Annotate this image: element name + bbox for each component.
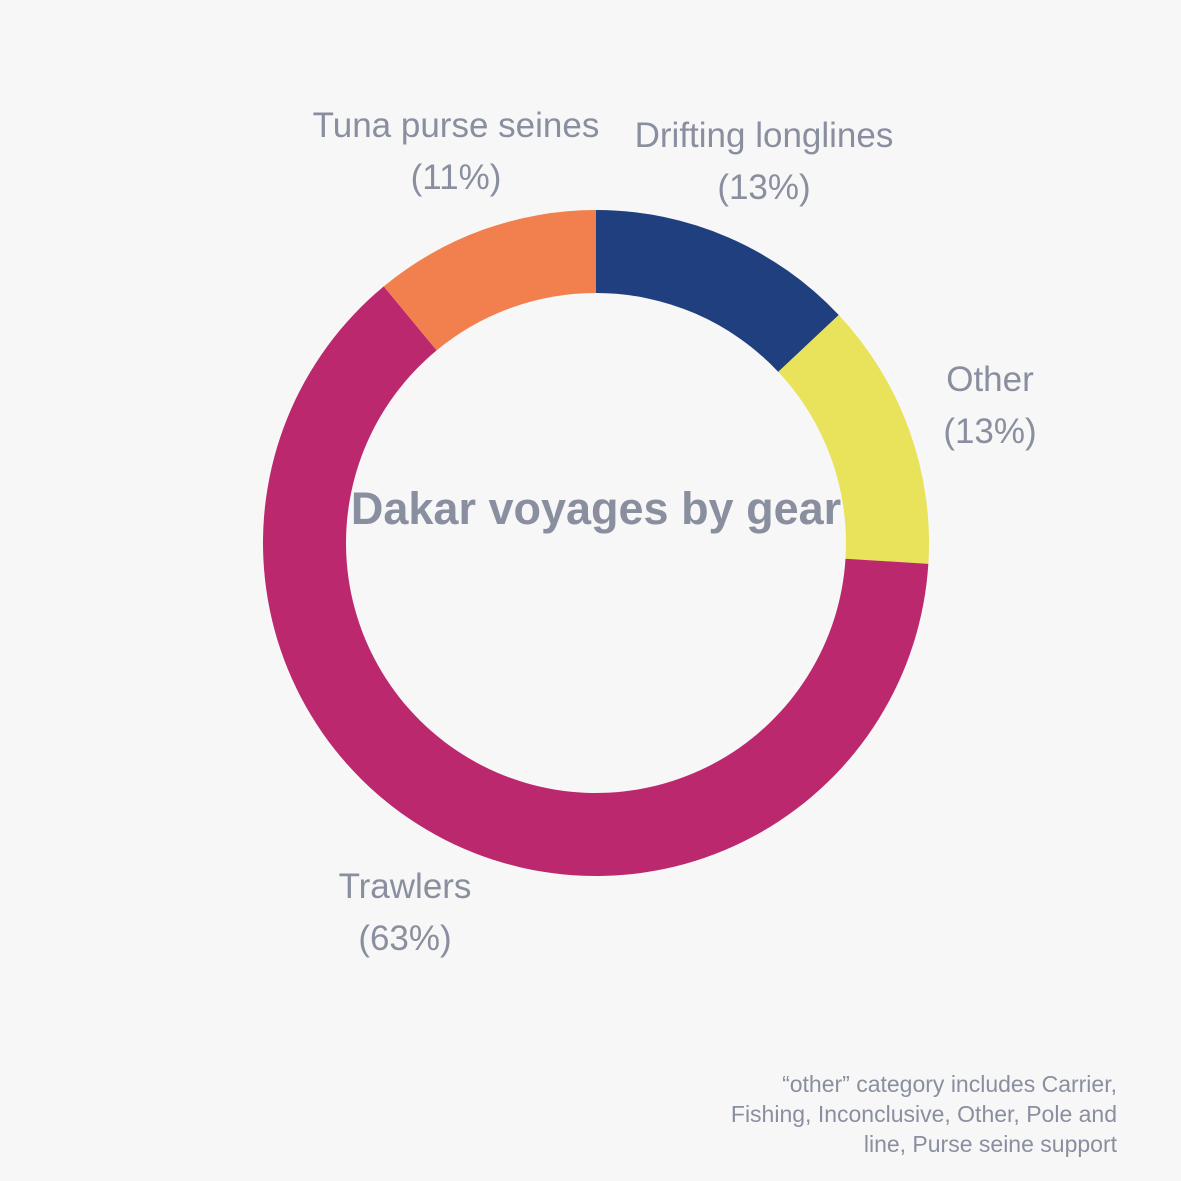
slice-label-tuna-purse-seines: Tuna purse seines (11%) xyxy=(296,100,616,204)
slice-label-trawlers: Trawlers (63%) xyxy=(305,861,505,965)
donut-slice-tuna-purse-seines xyxy=(383,210,596,351)
slice-label-name: Tuna purse seines xyxy=(312,106,600,145)
donut-slices xyxy=(263,210,929,877)
donut-slice-other xyxy=(778,315,929,564)
slice-label-percent: (11%) xyxy=(410,158,502,197)
slice-label-percent: (13%) xyxy=(943,412,1037,451)
donut-slice-drifting-longlines xyxy=(596,210,839,372)
footnote: “other” category includes Carrier, Fishi… xyxy=(730,1071,1117,1157)
slice-label-name: Drifting longlines xyxy=(634,116,894,155)
slice-label-name: Other xyxy=(946,360,1034,399)
slice-label-drifting-longlines: Drifting longlines (13%) xyxy=(614,110,914,214)
slice-label-other: Other (13%) xyxy=(890,354,1090,458)
chart-title: Dakar voyages by gear xyxy=(350,483,842,534)
slice-label-name: Trawlers xyxy=(338,867,472,906)
slice-label-percent: (13%) xyxy=(717,168,811,207)
slice-label-percent: (63%) xyxy=(358,919,452,958)
donut-slice-trawlers xyxy=(263,286,929,877)
